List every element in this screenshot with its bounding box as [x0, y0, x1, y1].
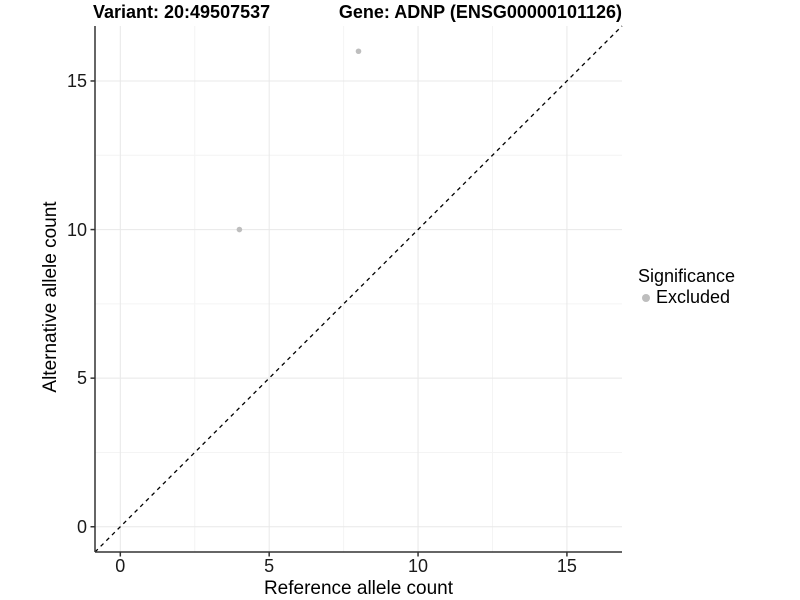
- data-point: [355, 48, 362, 55]
- x-axis-title: Reference allele count: [263, 578, 454, 599]
- y-tick-label: 15: [66, 70, 87, 91]
- x-tick-label: 0: [115, 556, 126, 576]
- y-tick-label: 0: [76, 516, 87, 537]
- legend-item: Excluded: [638, 287, 735, 308]
- x-tick-label: 15: [556, 556, 577, 576]
- legend-items: Excluded: [638, 287, 735, 308]
- y-tick-label: 10: [66, 219, 87, 240]
- title-row: Variant: 20:49507537 Gene: ADNP (ENSG000…: [93, 2, 622, 23]
- data-point: [236, 226, 243, 233]
- legend: Significance Excluded: [638, 266, 735, 308]
- legend-key-dot-icon: [642, 293, 650, 302]
- legend-item-label: Excluded: [656, 287, 731, 307]
- legend-title: Significance: [638, 266, 736, 286]
- y-tick-label: 5: [76, 368, 87, 389]
- gene-title: Gene: ADNP (ENSG00000101126): [338, 2, 622, 22]
- identity-line: [94, 25, 623, 553]
- x-tick-label: 10: [408, 556, 429, 576]
- x-tick-label: 5: [264, 556, 275, 576]
- variant-title: Variant: 20:49507537: [93, 2, 271, 22]
